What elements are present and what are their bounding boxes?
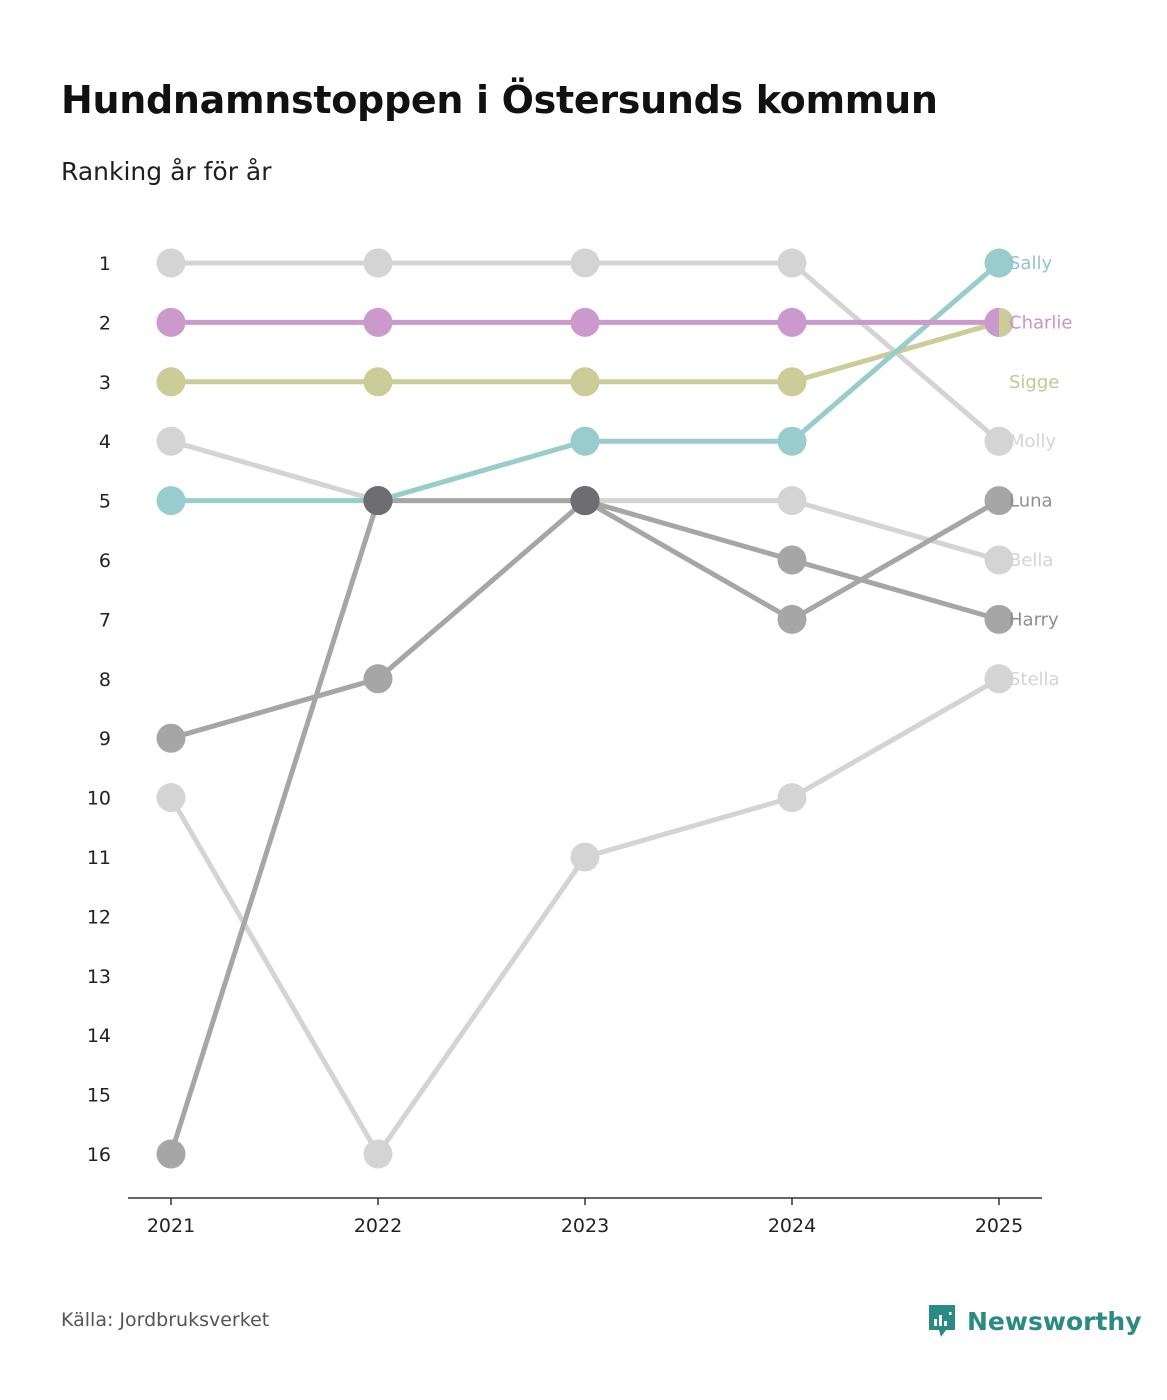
data-point-split-right <box>999 307 1014 337</box>
x-tick-label: 2025 <box>975 1215 1023 1237</box>
y-tick-label: 9 <box>99 728 111 750</box>
y-tick-label: 6 <box>99 550 111 572</box>
data-point-harry-2021 <box>156 1139 186 1169</box>
series-line-molly <box>168 260 1002 444</box>
end-label-stella: Stella <box>1009 669 1060 690</box>
brand-name: Newsworthy <box>967 1306 1142 1336</box>
data-point-bella-2024 <box>777 486 807 516</box>
chart-title: Hundnamnstoppen i Östersunds kommun <box>61 78 938 122</box>
data-point-stella-2023 <box>570 842 600 872</box>
x-tick-label: 2024 <box>768 1215 816 1237</box>
data-point-luna-2022 <box>363 664 393 694</box>
data-point-luna-2024 <box>777 604 807 634</box>
end-label-harry: Harry <box>1009 609 1059 630</box>
y-tick-label: 10 <box>87 788 111 810</box>
end-label-sally: Sally <box>1009 253 1052 274</box>
data-point-split-left <box>984 307 999 337</box>
series-points <box>156 248 1014 1169</box>
data-point-charlie-2022 <box>363 307 393 337</box>
data-point-sally-2025 <box>984 248 1014 278</box>
data-point-charlie-2024 <box>777 307 807 337</box>
x-tick-label: 2021 <box>147 1215 195 1237</box>
data-point-sigge-2024 <box>777 367 807 397</box>
newsworthy-logo-icon <box>929 1305 955 1337</box>
data-point-sally-2021 <box>156 486 186 516</box>
data-point-luna-2025 <box>984 486 1014 516</box>
data-point-luna-2021 <box>156 723 186 753</box>
data-point-harry-2025 <box>984 604 1014 634</box>
series-line-luna <box>168 498 1002 741</box>
y-tick-label: 11 <box>87 847 111 869</box>
data-point-sally-2022 <box>363 486 393 516</box>
series-line-stella <box>168 676 1002 1157</box>
y-tick-label: 12 <box>87 906 111 928</box>
data-point-charlie-2021 <box>156 307 186 337</box>
data-point-stella-2021 <box>156 783 186 813</box>
x-axis: 2021 2022 2023 2024 2025 <box>128 1197 1042 1237</box>
data-point-molly-2022 <box>363 248 393 278</box>
data-point-harry-2024 <box>777 545 807 575</box>
end-label-luna: Luna <box>1009 491 1053 512</box>
end-label-bella: Bella <box>1009 550 1053 571</box>
data-point-molly-2025 <box>984 426 1014 456</box>
data-point-sally-2023 <box>570 426 600 456</box>
y-tick-label: 13 <box>87 966 111 988</box>
data-point-stella-2025 <box>984 664 1014 694</box>
data-point-harry-2023 <box>570 486 600 516</box>
x-tick-label: 2022 <box>354 1215 402 1237</box>
data-point-stella-2022 <box>363 1139 393 1169</box>
end-label-molly: Molly <box>1009 431 1057 452</box>
data-point-sigge-2023 <box>570 367 600 397</box>
y-tick-label: 4 <box>99 431 111 453</box>
y-tick-label: 16 <box>87 1144 111 1166</box>
end-label-charlie: Charlie <box>1009 312 1072 333</box>
y-tick-label: 1 <box>99 253 111 275</box>
y-tick-label: 2 <box>99 312 111 334</box>
data-point-charlie-2023 <box>570 307 600 337</box>
data-point-molly-2021 <box>156 248 186 278</box>
y-tick-label: 14 <box>87 1025 111 1047</box>
chart-subtitle: Ranking år för år <box>61 157 272 186</box>
data-point-bella-2025 <box>984 545 1014 575</box>
series-lines <box>168 260 1002 1157</box>
data-point-bella-2021 <box>156 426 186 456</box>
y-tick-label: 3 <box>99 372 111 394</box>
y-tick-label: 5 <box>99 491 111 513</box>
data-point-sally-2024 <box>777 426 807 456</box>
y-tick-label: 8 <box>99 669 111 691</box>
series-line-harry <box>168 498 1002 1157</box>
data-point-sigge-2021 <box>156 367 186 397</box>
data-point-stella-2024 <box>777 783 807 813</box>
newsworthy-logo: Newsworthy <box>927 1303 1142 1339</box>
series-end-labels: Sally Charlie Sigge Molly Luna Bella Harry Stel… <box>1009 253 1072 690</box>
x-tick-label: 2023 <box>561 1215 609 1237</box>
y-tick-label: 7 <box>99 609 111 631</box>
source-note: Källa: Jordbruksverket <box>61 1309 270 1331</box>
y-tick-label: 15 <box>87 1085 111 1107</box>
data-point-sigge-2022 <box>363 367 393 397</box>
end-label-sigge: Sigge <box>1009 372 1059 393</box>
data-point-molly-2023 <box>570 248 600 278</box>
data-point-molly-2024 <box>777 248 807 278</box>
